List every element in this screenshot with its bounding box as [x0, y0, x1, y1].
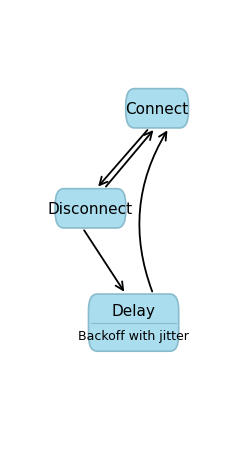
- FancyBboxPatch shape: [125, 89, 188, 129]
- Text: Delay: Delay: [111, 303, 155, 318]
- FancyBboxPatch shape: [55, 189, 125, 228]
- Text: Connect: Connect: [125, 101, 188, 117]
- FancyBboxPatch shape: [88, 294, 178, 351]
- Text: Backoff with jitter: Backoff with jitter: [78, 329, 188, 342]
- Text: Disconnect: Disconnect: [48, 201, 133, 216]
